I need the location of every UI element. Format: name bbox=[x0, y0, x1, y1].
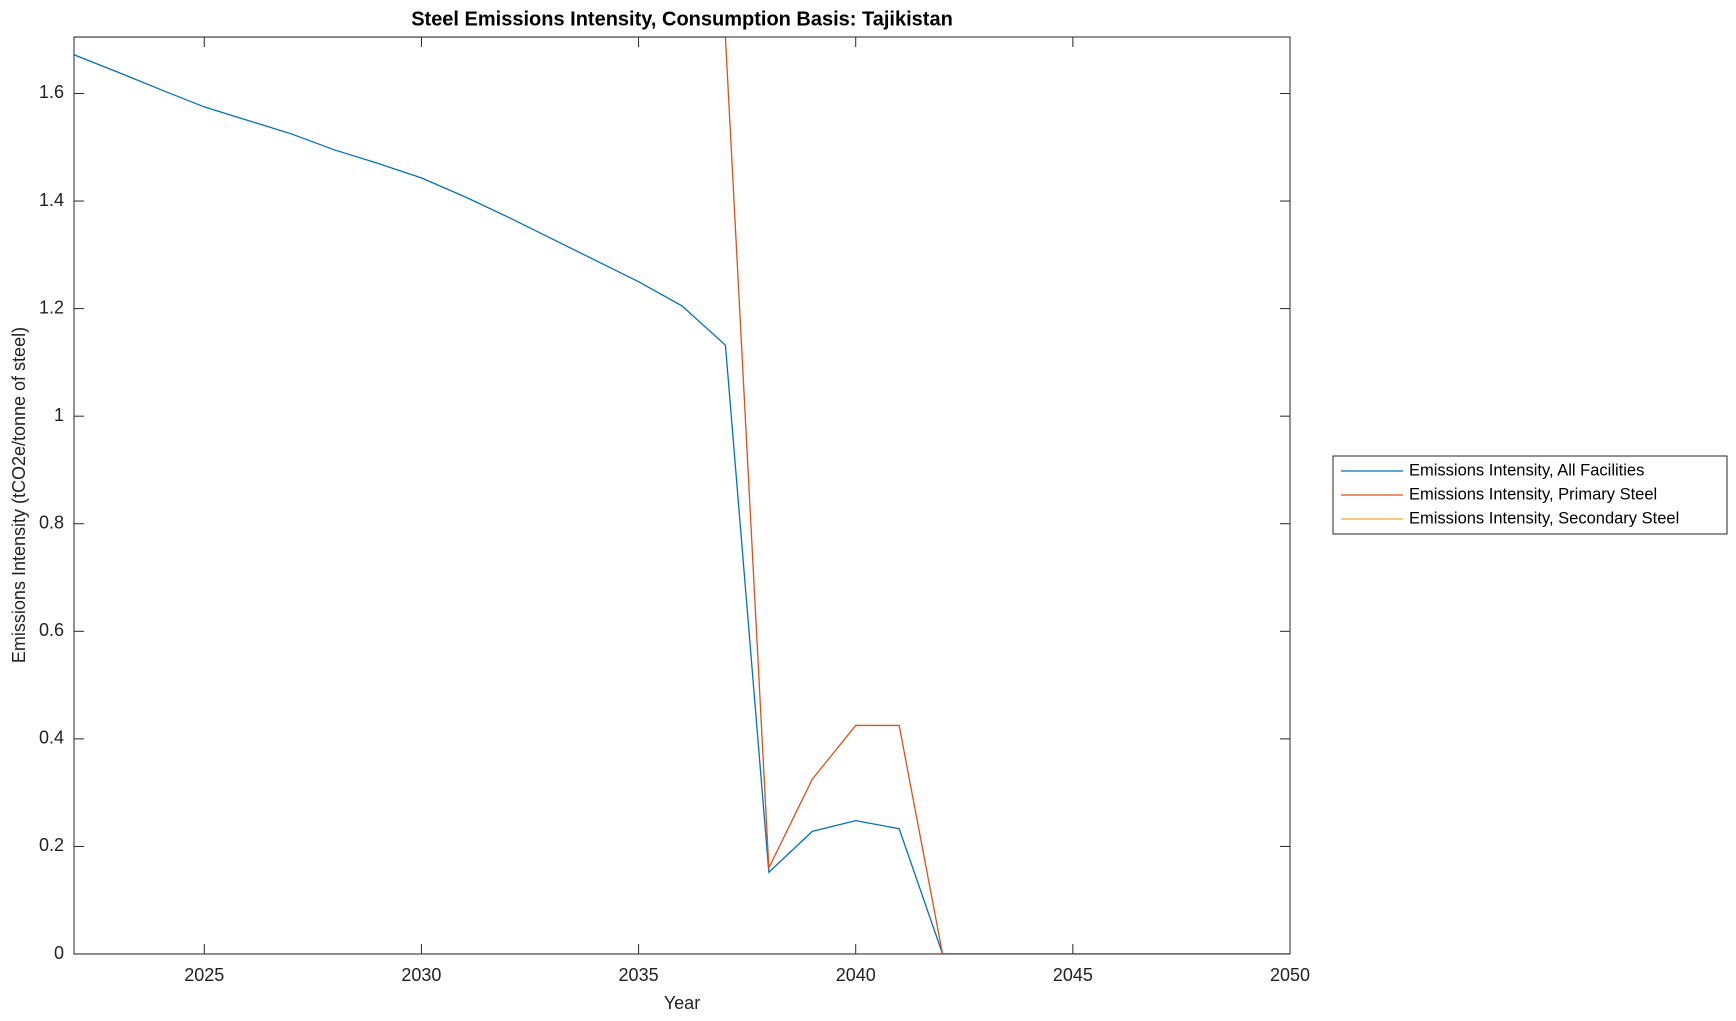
x-tick-label: 2035 bbox=[619, 965, 659, 985]
y-tick-label: 0.4 bbox=[39, 728, 64, 748]
series-line bbox=[74, 37, 1290, 954]
x-tick-label: 2045 bbox=[1053, 965, 1093, 985]
y-tick-label: 0 bbox=[54, 943, 64, 963]
x-axis-label: Year bbox=[664, 993, 700, 1013]
legend-label: Emissions Intensity, Primary Steel bbox=[1409, 485, 1657, 503]
x-tick-label: 2040 bbox=[836, 965, 876, 985]
x-tick-label: 2030 bbox=[401, 965, 441, 985]
y-tick-label: 1 bbox=[54, 405, 64, 425]
legend-label: Emissions Intensity, All Facilities bbox=[1409, 461, 1644, 479]
y-tick-label: 1.4 bbox=[39, 190, 64, 210]
y-tick-label: 0.8 bbox=[39, 512, 64, 532]
x-tick-label: 2025 bbox=[184, 965, 224, 985]
y-tick-label: 0.2 bbox=[39, 835, 64, 855]
y-tick-label: 1.6 bbox=[39, 82, 64, 102]
y-tick-label: 1.2 bbox=[39, 297, 64, 317]
series-line bbox=[74, 54, 1290, 954]
chart-title: Steel Emissions Intensity, Consumption B… bbox=[411, 8, 953, 30]
y-tick-label: 0.6 bbox=[39, 620, 64, 640]
plot-frame bbox=[73, 36, 1291, 955]
x-tick-label: 2050 bbox=[1270, 965, 1310, 985]
y-axis-label: Emissions Intensity (tCO2e/tonne of stee… bbox=[9, 327, 29, 663]
legend-label: Emissions Intensity, Secondary Steel bbox=[1409, 509, 1679, 527]
